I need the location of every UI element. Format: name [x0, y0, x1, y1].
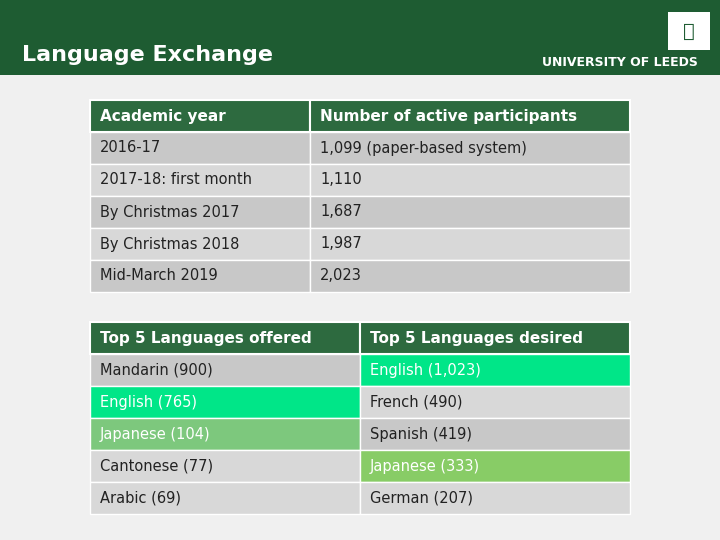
FancyBboxPatch shape: [90, 228, 310, 260]
FancyBboxPatch shape: [310, 132, 630, 164]
FancyBboxPatch shape: [90, 450, 360, 482]
FancyBboxPatch shape: [90, 100, 310, 132]
Text: By Christmas 2017: By Christmas 2017: [100, 205, 240, 219]
FancyBboxPatch shape: [310, 196, 630, 228]
Text: English (1,023): English (1,023): [370, 362, 481, 377]
FancyBboxPatch shape: [310, 100, 630, 132]
Text: 🏛: 🏛: [683, 22, 695, 40]
Text: Language Exchange: Language Exchange: [22, 45, 273, 65]
Text: 1,099 (paper-based system): 1,099 (paper-based system): [320, 140, 527, 156]
Text: Mandarin (900): Mandarin (900): [100, 362, 212, 377]
Text: 1,110: 1,110: [320, 172, 361, 187]
FancyBboxPatch shape: [360, 482, 630, 514]
FancyBboxPatch shape: [360, 450, 630, 482]
FancyBboxPatch shape: [0, 0, 720, 75]
FancyBboxPatch shape: [90, 260, 310, 292]
FancyBboxPatch shape: [360, 322, 630, 354]
FancyBboxPatch shape: [90, 354, 360, 386]
Text: 1,987: 1,987: [320, 237, 361, 252]
FancyBboxPatch shape: [360, 386, 630, 418]
Text: Spanish (419): Spanish (419): [370, 427, 472, 442]
Text: 2016-17: 2016-17: [100, 140, 161, 156]
Text: Number of active participants: Number of active participants: [320, 109, 577, 124]
Text: Japanese (333): Japanese (333): [370, 458, 480, 474]
Text: French (490): French (490): [370, 395, 462, 409]
Text: German (207): German (207): [370, 490, 473, 505]
Text: Academic year: Academic year: [100, 109, 226, 124]
FancyBboxPatch shape: [310, 260, 630, 292]
Text: 2,023: 2,023: [320, 268, 362, 284]
FancyBboxPatch shape: [360, 354, 630, 386]
FancyBboxPatch shape: [90, 386, 360, 418]
FancyBboxPatch shape: [90, 196, 310, 228]
Text: UNIVERSITY OF LEEDS: UNIVERSITY OF LEEDS: [542, 56, 698, 69]
Text: Top 5 Languages desired: Top 5 Languages desired: [370, 330, 583, 346]
FancyBboxPatch shape: [310, 164, 630, 196]
FancyBboxPatch shape: [90, 482, 360, 514]
Text: 2017-18: first month: 2017-18: first month: [100, 172, 252, 187]
FancyBboxPatch shape: [90, 322, 360, 354]
FancyBboxPatch shape: [90, 164, 310, 196]
Text: 1,687: 1,687: [320, 205, 361, 219]
FancyBboxPatch shape: [360, 418, 630, 450]
Text: Arabic (69): Arabic (69): [100, 490, 181, 505]
FancyBboxPatch shape: [90, 418, 360, 450]
Text: By Christmas 2018: By Christmas 2018: [100, 237, 239, 252]
Text: Japanese (104): Japanese (104): [100, 427, 211, 442]
Text: Mid-March 2019: Mid-March 2019: [100, 268, 217, 284]
Text: English (765): English (765): [100, 395, 197, 409]
FancyBboxPatch shape: [310, 228, 630, 260]
Text: Top 5 Languages offered: Top 5 Languages offered: [100, 330, 312, 346]
FancyBboxPatch shape: [90, 132, 310, 164]
FancyBboxPatch shape: [668, 12, 710, 50]
Text: Cantonese (77): Cantonese (77): [100, 458, 213, 474]
